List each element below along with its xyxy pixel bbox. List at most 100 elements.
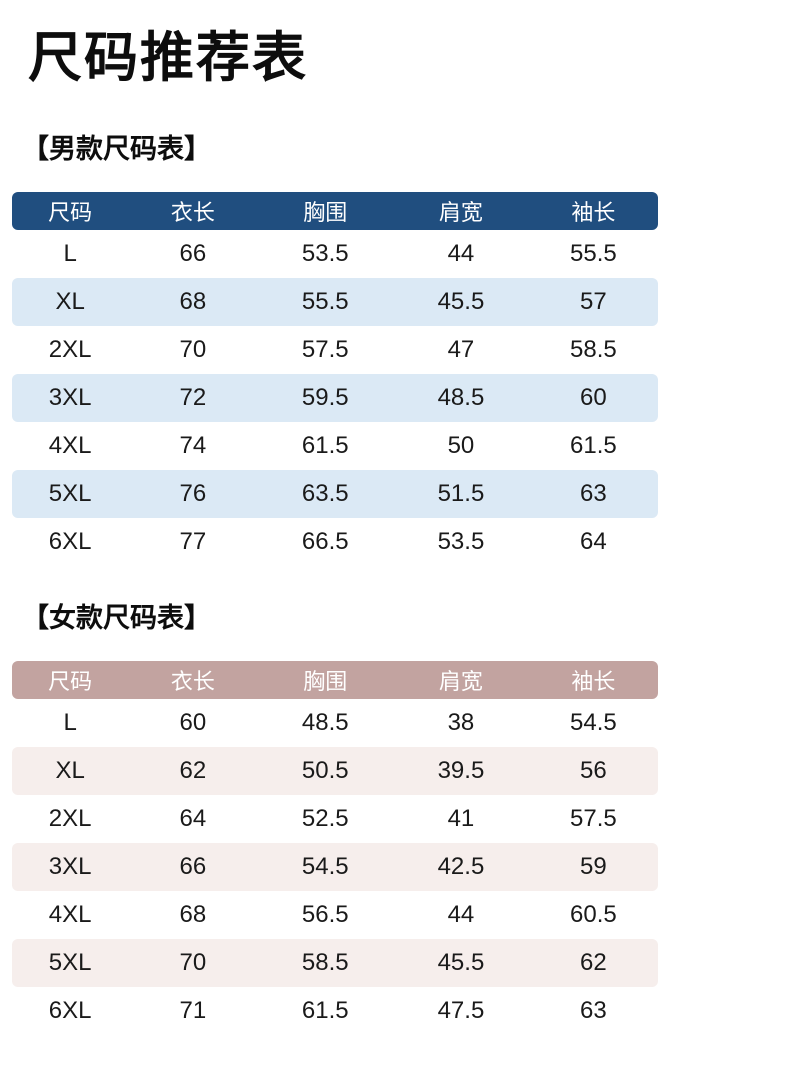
measurement-cell: 47.5 [437, 996, 485, 1024]
table-row: 2XL 64 52.5 41 57.5 [12, 795, 658, 843]
size-label-cell: L [63, 708, 77, 736]
measurement-cell: 45.5 [393, 938, 529, 987]
column-header: 肩宽 [393, 660, 529, 699]
measurement-cell: 55.5 [257, 277, 394, 326]
measurement-cell: 56.5 [301, 900, 349, 928]
mens-size-table: 尺码 衣长 胸围 肩宽 袖长 L 66 53.5 44 55.5 XL 68 55.5 45.5 57 2XL… [12, 191, 658, 566]
table-row: XL 68 55.5 45.5 57 [12, 277, 658, 326]
size-label-cell: 2XL [48, 335, 92, 363]
measurement-cell: 66 [128, 842, 258, 891]
measurement-cell: 64 [580, 527, 607, 555]
measurement-cell: 62 [528, 938, 658, 987]
mens-table-wrap: 尺码 衣长 胸围 肩宽 袖长 L 66 53.5 44 55.5 XL 68 55.5 45.5 57 2XL… [12, 191, 658, 566]
table-row: 6XL 77 66.5 53.5 64 [12, 518, 658, 566]
measurement-cell: 70 [128, 938, 258, 987]
measurement-cell: 44 [447, 239, 475, 267]
table-row: XL 62 50.5 39.5 56 [12, 746, 658, 795]
measurement-cell: 60 [179, 708, 207, 736]
measurement-cell: 52.5 [301, 804, 349, 832]
size-label-cell: 4XL [48, 431, 92, 459]
measurement-cell: 58.5 [570, 335, 617, 363]
measurement-cell: 66 [179, 239, 207, 267]
column-header: 胸围 [257, 660, 394, 699]
measurement-cell: 70 [179, 335, 207, 363]
measurement-cell: 51.5 [393, 469, 529, 518]
measurement-cell: 59 [528, 842, 658, 891]
measurement-cell: 60.5 [570, 900, 617, 928]
size-label-cell: 6XL [48, 527, 92, 555]
measurement-cell: 42.5 [393, 842, 529, 891]
mens-size-section: 【男款尺码表】 尺码 衣长 胸围 肩宽 袖长 L 66 53.5 44 55.5 XL 68 55.5 4… [12, 127, 762, 566]
measurement-cell: 61.5 [301, 431, 349, 459]
table-row: 6XL 71 61.5 47.5 63 [12, 987, 658, 1035]
measurement-cell: 77 [179, 527, 207, 555]
mens-section-title: 【男款尺码表】 [22, 133, 211, 164]
size-label-cell: 5XL [12, 469, 129, 518]
page-title: 尺码推荐表 [28, 28, 308, 88]
column-header: 胸围 [257, 191, 394, 230]
measurement-cell: 58.5 [257, 938, 394, 987]
measurement-cell: 48.5 [393, 373, 529, 422]
measurement-cell: 53.5 [437, 527, 485, 555]
measurement-cell: 57.5 [570, 804, 617, 832]
size-label-cell: 3XL [12, 842, 129, 891]
measurement-cell: 39.5 [393, 746, 529, 795]
measurement-cell: 60 [528, 373, 658, 422]
measurement-cell: 64 [179, 804, 207, 832]
measurement-cell: 50.5 [257, 746, 394, 795]
table-row: L 60 48.5 38 54.5 [12, 699, 658, 747]
size-label-cell: 3XL [12, 373, 129, 422]
column-header: 尺码 [12, 660, 129, 699]
measurement-cell: 59.5 [257, 373, 394, 422]
table-row: 5XL 76 63.5 51.5 63 [12, 469, 658, 518]
measurement-cell: 55.5 [570, 239, 617, 267]
column-header: 衣长 [128, 660, 258, 699]
table-header-row: 尺码 衣长 胸围 肩宽 袖长 [12, 191, 658, 230]
measurement-cell: 54.5 [570, 708, 617, 736]
measurement-cell: 56 [528, 746, 658, 795]
measurement-cell: 66.5 [301, 527, 349, 555]
column-header: 尺码 [12, 191, 129, 230]
measurement-cell: 72 [128, 373, 258, 422]
column-header: 肩宽 [393, 191, 529, 230]
measurement-cell: 45.5 [393, 277, 529, 326]
measurement-cell: 74 [179, 431, 207, 459]
measurement-cell: 76 [128, 469, 258, 518]
measurement-cell: 47 [447, 335, 475, 363]
column-header: 袖长 [528, 191, 658, 230]
measurement-cell: 41 [447, 804, 475, 832]
womens-size-table: 尺码 衣长 胸围 肩宽 袖长 L 60 48.5 38 54.5 XL 62 50.5 39.5 56 2XL… [12, 660, 658, 1035]
table-row: 2XL 70 57.5 47 58.5 [12, 326, 658, 374]
size-label-cell: 2XL [48, 804, 92, 832]
size-label-cell: 5XL [12, 938, 129, 987]
measurement-cell: 38 [447, 708, 475, 736]
measurement-cell: 63 [528, 469, 658, 518]
column-header: 衣长 [128, 191, 258, 230]
measurement-cell: 63 [580, 996, 607, 1024]
table-row: 3XL 66 54.5 42.5 59 [12, 842, 658, 891]
size-label-cell: 6XL [48, 996, 92, 1024]
table-row: 4XL 68 56.5 44 60.5 [12, 891, 658, 939]
measurement-cell: 50 [447, 431, 475, 459]
size-label-cell: XL [12, 746, 129, 795]
womens-section-title: 【女款尺码表】 [22, 602, 211, 633]
measurement-cell: 71 [179, 996, 207, 1024]
measurement-cell: 54.5 [257, 842, 394, 891]
table-row: 4XL 74 61.5 50 61.5 [12, 422, 658, 470]
measurement-cell: 44 [447, 900, 475, 928]
measurement-cell: 57 [528, 277, 658, 326]
measurement-cell: 61.5 [301, 996, 349, 1024]
table-row: 5XL 70 58.5 45.5 62 [12, 938, 658, 987]
size-label-cell: 4XL [48, 900, 92, 928]
measurement-cell: 68 [128, 277, 258, 326]
measurement-cell: 48.5 [301, 708, 349, 736]
table-row: L 66 53.5 44 55.5 [12, 230, 658, 278]
measurement-cell: 62 [128, 746, 258, 795]
table-row: 3XL 72 59.5 48.5 60 [12, 373, 658, 422]
womens-size-section: 【女款尺码表】 尺码 衣长 胸围 肩宽 袖长 L 60 48.5 38 54.5 XL 62 50.5 3… [12, 596, 762, 1035]
size-label-cell: L [63, 239, 77, 267]
table-header-row: 尺码 衣长 胸围 肩宽 袖长 [12, 660, 658, 699]
measurement-cell: 53.5 [301, 239, 349, 267]
measurement-cell: 61.5 [570, 431, 617, 459]
